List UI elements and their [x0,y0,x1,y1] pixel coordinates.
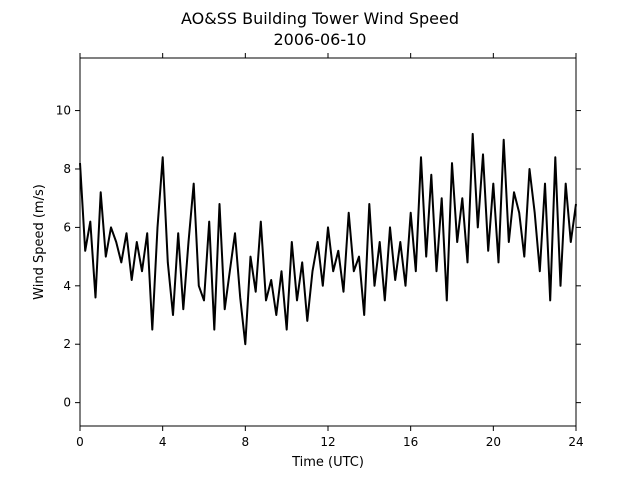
x-tick-label: 24 [568,435,583,449]
wind-speed-line [79,132,577,346]
y-axis: 0 2 4 6 8 10 [56,104,581,410]
y-tick-label: 4 [63,279,71,293]
plot-frame [79,57,577,427]
x-axis-label: Time (UTC) [291,455,364,470]
x-tick-label: 12 [320,435,335,449]
y-tick-label: 2 [63,337,71,351]
x-tick-label: 8 [242,435,250,449]
x-axis: 0 4 8 12 16 20 24 [76,53,584,449]
y-axis-label: Wind Speed (m/s) [32,184,47,300]
y-tick-label: 6 [63,220,71,234]
y-tick-label: 8 [63,162,71,176]
x-tick-label: 16 [403,435,418,449]
y-tick-label: 10 [56,104,71,118]
y-tick-label: 0 [63,396,71,410]
x-tick-label: 0 [76,435,84,449]
x-tick-label: 4 [159,435,167,449]
chart-subtitle: 2006-06-10 [274,30,367,49]
plot-area [79,132,577,346]
chart-title: AO&SS Building Tower Wind Speed [181,9,459,28]
x-tick-label: 20 [486,435,501,449]
